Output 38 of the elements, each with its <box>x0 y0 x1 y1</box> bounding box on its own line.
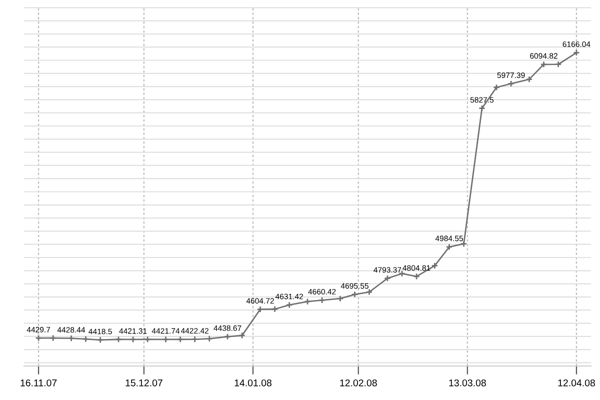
point <box>238 332 246 339</box>
point <box>224 333 232 340</box>
point <box>478 104 486 112</box>
point <box>460 240 468 248</box>
point <box>336 295 344 302</box>
point <box>318 296 326 304</box>
point <box>304 298 311 306</box>
x-tick-label: 13.03.08 <box>449 379 486 386</box>
point <box>130 336 137 343</box>
point <box>115 336 122 343</box>
point <box>366 288 373 296</box>
point <box>351 290 358 298</box>
point <box>206 335 213 342</box>
x-tick-label: 14.01.08 <box>234 379 272 386</box>
x-tick-label: 12.02.08 <box>340 379 377 386</box>
point <box>176 336 184 343</box>
point <box>493 84 500 91</box>
point <box>431 262 438 270</box>
point <box>144 336 152 343</box>
point <box>526 76 533 83</box>
point <box>68 334 75 342</box>
point <box>162 336 170 343</box>
x-tick-label: 12.04.08 <box>558 379 595 386</box>
point <box>82 336 90 343</box>
point <box>271 306 278 313</box>
point <box>540 60 548 68</box>
point <box>413 272 420 280</box>
x-tick-label: 15.12.07 <box>126 379 162 386</box>
x-tick-label: 16.11.07 <box>20 379 57 386</box>
point <box>256 306 264 313</box>
point <box>50 334 57 342</box>
point <box>96 336 104 344</box>
point <box>508 80 515 88</box>
point <box>191 336 198 343</box>
point <box>286 301 293 308</box>
point <box>554 60 562 68</box>
point <box>384 274 391 282</box>
point <box>446 243 453 250</box>
